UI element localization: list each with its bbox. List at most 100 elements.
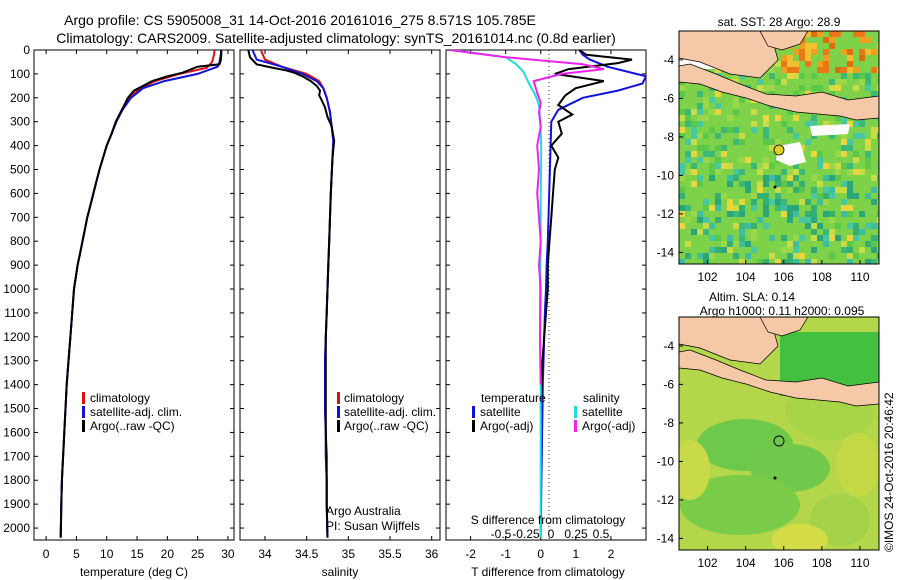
sst-cell [721, 241, 727, 247]
sst-map-content [679, 31, 879, 264]
sst-cell [793, 73, 799, 79]
sst-cell [775, 181, 781, 187]
sst-cell [733, 103, 739, 109]
legend-label-s-satellite: satellite [582, 405, 623, 419]
sst-cell [715, 157, 721, 163]
sla-field [772, 524, 828, 550]
sst-cell [739, 73, 745, 79]
sst-cell [739, 115, 745, 121]
sst-cell [811, 193, 817, 199]
sst-cell [715, 247, 721, 253]
sst-cell [745, 211, 751, 217]
sst-cell [697, 121, 703, 127]
series-line [449, 50, 605, 385]
sst-cell [745, 241, 751, 247]
sst-cell [727, 139, 733, 145]
sst-cell [763, 115, 769, 121]
sst-cell [853, 151, 859, 157]
sst-cell [859, 79, 865, 85]
sst-cell [715, 163, 721, 169]
sst-cell [757, 187, 763, 193]
sst-cell [841, 145, 847, 151]
sla-field [679, 440, 710, 500]
x-tick-label: 25 [191, 547, 205, 561]
sst-cell [793, 205, 799, 211]
sst-cell [823, 229, 829, 235]
sst-cell [805, 199, 811, 205]
sst-cell [691, 127, 697, 133]
imos-credit: ©IMOS 24-Oct-2016 20:46:42 [882, 392, 896, 552]
sst-cell [817, 181, 823, 187]
sst-cell [811, 229, 817, 235]
sst-cell [805, 259, 811, 264]
sst-cell [877, 133, 879, 139]
sst-cell [877, 67, 879, 73]
sst-cell [757, 163, 763, 169]
sst-cell [733, 97, 739, 103]
map-y-tick-label: -8 [663, 416, 674, 430]
sst-cell [685, 115, 691, 121]
sst-cell [715, 133, 721, 139]
sst-cell [841, 205, 847, 211]
temperature-lines [59, 50, 223, 538]
depth-tick-label: 1600 [3, 425, 30, 439]
sst-cell [847, 253, 853, 259]
sst-cell [781, 235, 787, 241]
sst-cell [721, 247, 727, 253]
sst-cell [679, 223, 685, 229]
sst-cell [679, 115, 685, 121]
sst-cell [871, 223, 877, 229]
sst-cell [853, 31, 859, 37]
sst-cell [835, 115, 841, 121]
x-tick-label: 20 [161, 547, 175, 561]
legend-label-climatology: climatology [344, 391, 404, 405]
sst-cell [853, 133, 859, 139]
sst-cell [727, 151, 733, 157]
sst-cell [811, 133, 817, 139]
sst-cell [739, 217, 745, 223]
sst-cell [817, 223, 823, 229]
sst-cell [745, 139, 751, 145]
sst-cell [697, 217, 703, 223]
sst-cell [835, 169, 841, 175]
sst-cell [805, 55, 811, 61]
sst-cell [853, 193, 859, 199]
sst-cell [709, 235, 715, 241]
sst-cell [697, 115, 703, 121]
sla-field [836, 433, 879, 497]
sst-cell [781, 85, 787, 91]
sst-cell [835, 223, 841, 229]
sst-cell [853, 85, 859, 91]
sst-cell [817, 163, 823, 169]
depth-tick-label: 1700 [3, 449, 30, 463]
map-x-tick-label: 110 [850, 270, 869, 284]
sst-cell [709, 169, 715, 175]
depth-tick-label: 900 [10, 258, 30, 272]
sst-cell [817, 157, 823, 163]
x-tick-label-top: 0 [548, 527, 555, 541]
sst-cell [853, 121, 859, 127]
sst-cell [763, 223, 769, 229]
sst-cell [715, 205, 721, 211]
sst-cell [781, 181, 787, 187]
sst-cell [805, 139, 811, 145]
sst-cell [859, 49, 865, 55]
sst-cell [769, 67, 775, 73]
sst-cell [769, 91, 775, 97]
sst-cell [691, 163, 697, 169]
sst-cell [763, 175, 769, 181]
sst-cell [853, 211, 859, 217]
sst-cell [847, 241, 853, 247]
header-line1: Argo profile: CS 5905008_31 14-Oct-2016 … [64, 12, 536, 28]
sst-cell [793, 163, 799, 169]
sst-cell [697, 253, 703, 259]
sst-cell [679, 163, 685, 169]
sst-cell [739, 97, 745, 103]
sst-cell [835, 85, 841, 91]
previous-position-marker [773, 476, 777, 480]
sst-cell [781, 247, 787, 253]
sst-cell [715, 67, 721, 73]
sst-cell [859, 229, 865, 235]
sst-cell [703, 157, 709, 163]
sst-cell [823, 241, 829, 247]
